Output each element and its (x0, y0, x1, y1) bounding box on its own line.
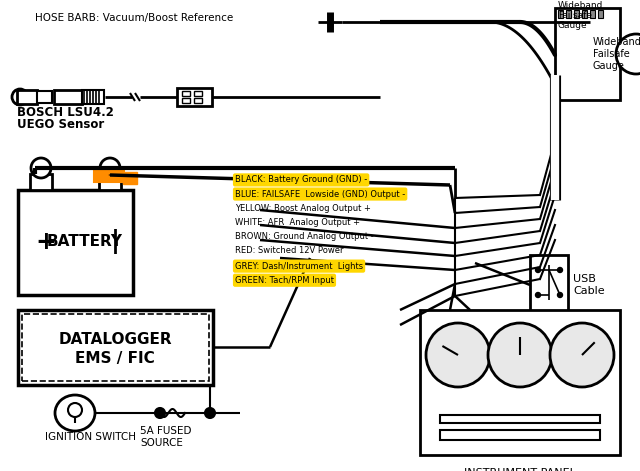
Circle shape (616, 34, 640, 74)
Bar (18, 190, 133, 295)
Text: Wideband
Failsafe
Gauge: Wideband Failsafe Gauge (593, 37, 640, 71)
Text: BATTERY: BATTERY (47, 235, 123, 250)
Bar (18, 310, 213, 385)
Circle shape (536, 268, 541, 273)
Bar (182, 91, 190, 96)
Bar (40, 92, 42, 102)
Bar (582, 10, 587, 18)
Bar (17, 90, 37, 104)
Bar (194, 98, 202, 103)
Bar (54, 90, 82, 104)
Bar (440, 430, 600, 440)
Text: UEGO Sensor: UEGO Sensor (17, 119, 104, 131)
Bar (420, 310, 620, 455)
Circle shape (100, 158, 120, 178)
Text: 5A FUSED
SOURCE: 5A FUSED SOURCE (140, 426, 191, 448)
Text: BOSCH LSU4.2: BOSCH LSU4.2 (17, 106, 114, 120)
Bar (182, 98, 190, 103)
Bar (555, 8, 620, 100)
Bar (94, 170, 124, 182)
Bar (177, 88, 212, 106)
Circle shape (488, 323, 552, 387)
Bar (46, 92, 48, 102)
Bar (99, 174, 121, 190)
Bar (43, 92, 45, 102)
Circle shape (31, 158, 51, 178)
Bar (194, 91, 202, 96)
Circle shape (426, 323, 490, 387)
Circle shape (557, 292, 563, 298)
Text: |: | (111, 229, 120, 254)
Bar (123, 172, 137, 184)
Bar (530, 255, 568, 315)
Text: +: + (36, 230, 56, 254)
Bar (598, 10, 603, 18)
Text: Wideband: Wideband (558, 0, 604, 9)
Text: RED: Switched 12V Power: RED: Switched 12V Power (235, 246, 344, 255)
Circle shape (205, 408, 215, 418)
Text: USB
Cable: USB Cable (573, 274, 605, 296)
Bar (49, 92, 51, 102)
Circle shape (557, 268, 563, 273)
Bar (30, 174, 52, 190)
Text: IGNITION SWITCH: IGNITION SWITCH (45, 432, 136, 442)
Text: BROWN: Ground Analog Output -: BROWN: Ground Analog Output - (235, 232, 374, 241)
Bar (574, 10, 579, 18)
Circle shape (12, 89, 28, 105)
Bar (558, 10, 563, 18)
Circle shape (155, 408, 165, 418)
Bar (590, 10, 595, 18)
Bar (566, 10, 571, 18)
Text: BLACK: Battery Ground (GND) -: BLACK: Battery Ground (GND) - (235, 175, 367, 185)
Text: DATALOGGER: DATALOGGER (58, 332, 172, 347)
Circle shape (536, 292, 541, 298)
Text: Failsafe: Failsafe (558, 10, 592, 19)
Ellipse shape (55, 395, 95, 431)
Text: INSTRUMENT PANEL: INSTRUMENT PANEL (464, 468, 576, 471)
Bar (37, 91, 52, 103)
Text: BLUE: FAILSAFE  Lowside (GND) Output -: BLUE: FAILSAFE Lowside (GND) Output - (235, 189, 405, 199)
Bar (82, 90, 104, 104)
Text: HOSE BARB: Vacuum/Boost Reference: HOSE BARB: Vacuum/Boost Reference (35, 13, 233, 23)
Text: EMS / FIC: EMS / FIC (75, 351, 155, 366)
Text: Gauge: Gauge (558, 21, 588, 30)
Circle shape (550, 323, 614, 387)
Circle shape (68, 403, 82, 417)
Text: GREEN: Tach/RPM Input: GREEN: Tach/RPM Input (235, 276, 334, 285)
Bar (22, 314, 209, 381)
Text: WHITE: AFR  Analog Output +: WHITE: AFR Analog Output + (235, 218, 360, 227)
Bar (440, 415, 600, 423)
Bar (37, 92, 39, 102)
Text: YELLOW: Boost Analog Output +: YELLOW: Boost Analog Output + (235, 203, 371, 213)
Text: GREY: Dash/Instrument  Lights: GREY: Dash/Instrument Lights (235, 261, 363, 271)
